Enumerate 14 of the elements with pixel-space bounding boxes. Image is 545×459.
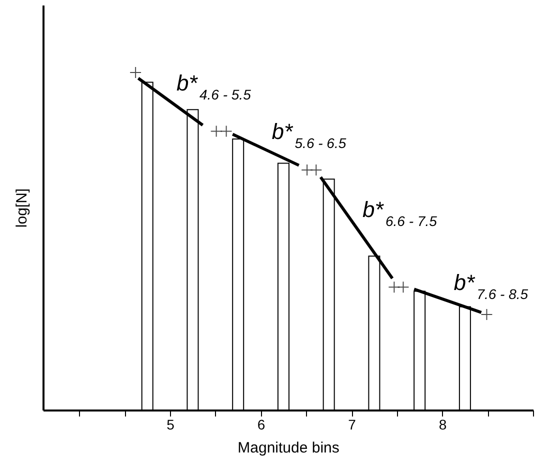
point xyxy=(130,66,142,78)
point xyxy=(220,125,232,138)
y-axis-title: log[N] xyxy=(14,188,30,228)
point xyxy=(310,164,322,176)
point xyxy=(388,281,400,294)
point xyxy=(480,308,493,320)
x-tick-label: 7 xyxy=(348,416,356,432)
point xyxy=(210,125,222,138)
point xyxy=(301,164,314,176)
point xyxy=(397,281,410,294)
x-axis-title: Magnitude bins xyxy=(238,440,340,456)
x-tick-label: 8 xyxy=(438,416,447,432)
x-tick-label: 6 xyxy=(257,416,266,432)
x-tick-label: 5 xyxy=(166,416,175,432)
